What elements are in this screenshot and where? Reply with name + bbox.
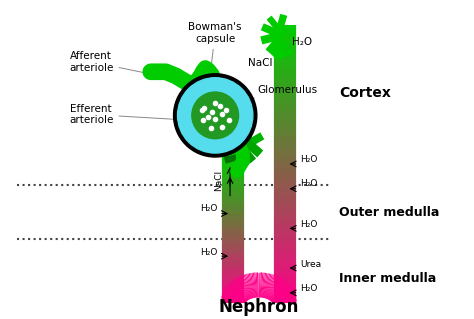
Text: Efferent
arteriole: Efferent arteriole xyxy=(69,104,173,125)
Circle shape xyxy=(173,74,257,157)
Text: H₂O: H₂O xyxy=(301,220,318,229)
Circle shape xyxy=(192,92,238,139)
Text: Inner medulla: Inner medulla xyxy=(339,272,437,285)
Text: NaCl: NaCl xyxy=(248,58,273,68)
Text: Bowman's
capsule: Bowman's capsule xyxy=(189,22,242,71)
Text: Nephron: Nephron xyxy=(219,298,299,315)
Text: H₂O: H₂O xyxy=(301,284,318,293)
Text: H₂O: H₂O xyxy=(301,179,318,188)
Circle shape xyxy=(178,78,253,153)
Text: H₂O: H₂O xyxy=(292,37,311,47)
Text: H₂O: H₂O xyxy=(200,204,217,213)
Text: H₂O: H₂O xyxy=(200,248,217,257)
Text: Glomerulus: Glomerulus xyxy=(228,85,318,105)
Text: H₂O: H₂O xyxy=(301,154,318,164)
Text: Outer medulla: Outer medulla xyxy=(339,205,439,219)
Text: Urea: Urea xyxy=(301,260,321,269)
Text: Afferent
arteriole: Afferent arteriole xyxy=(69,51,166,77)
Text: NaCl: NaCl xyxy=(214,170,223,191)
Text: Cortex: Cortex xyxy=(339,86,391,100)
